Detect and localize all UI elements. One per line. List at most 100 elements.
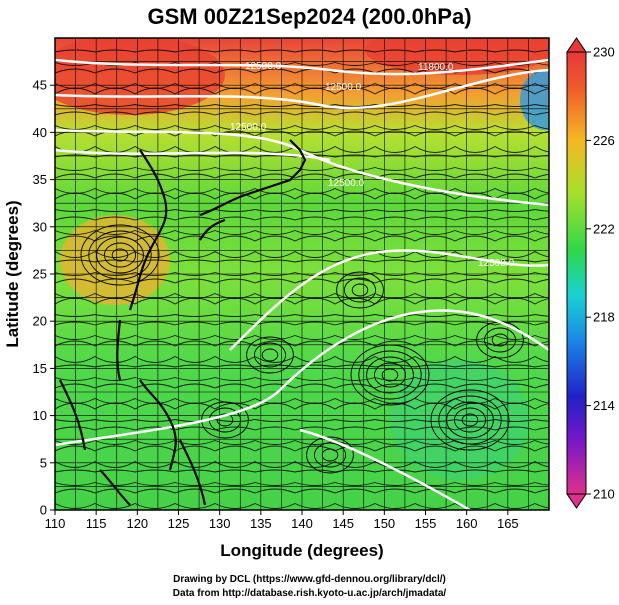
- streamline-vortex: [373, 362, 407, 388]
- streamline: [55, 292, 549, 299]
- coastlines: [59, 139, 307, 506]
- map-title: GSM 00Z21Sep2024 (200.0hPa): [147, 4, 472, 29]
- streamline: [55, 167, 549, 171]
- colorbar-tick-label: 222: [593, 221, 615, 236]
- streamline: [55, 216, 549, 221]
- x-tick-label: 120: [126, 516, 148, 531]
- streamline-vortex: [103, 242, 137, 268]
- streamline-vortex: [261, 348, 279, 362]
- colorbar-scale: [566, 51, 587, 495]
- streamline: [55, 426, 549, 431]
- streamline: [55, 383, 549, 389]
- height-contour: [229, 249, 549, 351]
- streamline: [55, 173, 549, 179]
- contour-label: 12500.0: [245, 61, 282, 72]
- coastline: [139, 379, 177, 471]
- y-tick-label: 15: [33, 361, 47, 376]
- x-tick-label: 155: [415, 516, 437, 531]
- streamline: [55, 125, 549, 130]
- streamline: [55, 314, 549, 317]
- streamline: [55, 397, 549, 404]
- streamline: [55, 235, 549, 242]
- colorbar-tick-label: 210: [593, 487, 615, 502]
- streamline: [55, 340, 549, 347]
- streamline-vortex: [306, 436, 354, 474]
- streamline-vortex: [381, 368, 399, 382]
- streamline-vortex: [446, 401, 494, 439]
- streamline: [55, 154, 549, 158]
- colorbar-ticks: 230 226 222 218 214 210: [586, 45, 615, 502]
- height-contour: [55, 58, 549, 76]
- colorbar-bottom-arrow: [566, 493, 587, 509]
- coastline: [199, 218, 226, 241]
- streamline: [55, 111, 549, 116]
- coastline: [99, 469, 131, 506]
- streamline-vortex: [253, 342, 287, 368]
- coastline: [179, 439, 207, 506]
- contour-label: 12500.0: [478, 258, 515, 269]
- x-tick-label: 160: [456, 516, 478, 531]
- streamline-vortex: [88, 230, 152, 280]
- streamline-vortex: [351, 283, 369, 297]
- streamline: [55, 82, 549, 89]
- y-tick-label: 5: [40, 455, 47, 470]
- colorbar-tick-label: 230: [593, 45, 615, 60]
- streamline-vortex: [111, 248, 129, 262]
- contour-label: 12500.0: [230, 122, 267, 133]
- streamline: [55, 87, 549, 95]
- streamline-vortex: [366, 356, 414, 394]
- credit-data: Data from http://database.rish.kyoto-u.a…: [172, 588, 447, 599]
- y-tick-label: 10: [33, 408, 47, 423]
- streamline: [55, 209, 549, 212]
- x-axis-ticks: 110 115 120 125 130 135 140 145 150 155 160 165: [45, 510, 519, 531]
- streamline: [55, 440, 549, 445]
- y-tick-label: 40: [33, 125, 47, 140]
- streamline: [55, 445, 549, 452]
- contour-label: 12500.0: [325, 82, 362, 93]
- height-contour: [55, 148, 331, 162]
- streamline: [55, 321, 549, 326]
- height-contour: [55, 68, 549, 110]
- streamline: [55, 297, 549, 305]
- x-tick-label: 110: [45, 516, 66, 531]
- streamline: [55, 355, 549, 363]
- streamline-vortex: [461, 413, 479, 427]
- streamline: [55, 192, 549, 200]
- streamline: [55, 187, 549, 194]
- streamline-vortex: [358, 350, 422, 400]
- colorbar-tick-label: 214: [593, 398, 615, 413]
- streamline-vortex: [313, 442, 347, 468]
- streamline: [55, 377, 549, 381]
- streamline: [55, 482, 549, 486]
- credit-drawing: Drawing by DCL (https://www.gfd-dennou.o…: [173, 574, 446, 585]
- streamline: [55, 250, 549, 258]
- streamline: [55, 49, 549, 53]
- streamline-vortex: [216, 413, 234, 427]
- colorbar-top-arrow: [566, 37, 587, 53]
- streamline: [55, 502, 549, 509]
- streamline-vortex: [96, 236, 144, 274]
- x-axis-title: Longitude (degrees): [220, 541, 383, 560]
- colorbar-tick-label: 226: [593, 133, 615, 148]
- streamline-vortex: [483, 327, 517, 353]
- y-tick-label: 25: [33, 267, 47, 282]
- coastline: [128, 149, 168, 311]
- streamline-vortex: [430, 389, 510, 451]
- y-axis-title: Latitude (degrees): [3, 200, 22, 347]
- streamline-vortex: [80, 224, 160, 286]
- streamline: [55, 145, 549, 153]
- y-tick-label: 35: [33, 172, 47, 187]
- x-tick-label: 165: [497, 516, 519, 531]
- streamline-vortex: [343, 277, 377, 303]
- y-tick-label: 0: [40, 503, 47, 518]
- streamline-vortex: [350, 344, 430, 406]
- streamline: [55, 460, 549, 468]
- x-tick-label: 135: [250, 516, 272, 531]
- streamline-vortex: [246, 336, 294, 374]
- streamline: [55, 130, 549, 137]
- streamline-vortex: [438, 395, 502, 445]
- y-tick-label: 30: [33, 219, 47, 234]
- x-tick-label: 125: [168, 516, 190, 531]
- plot-area: 12500.0 12500.0 12500.0 11800.0 12500.0 …: [55, 38, 549, 510]
